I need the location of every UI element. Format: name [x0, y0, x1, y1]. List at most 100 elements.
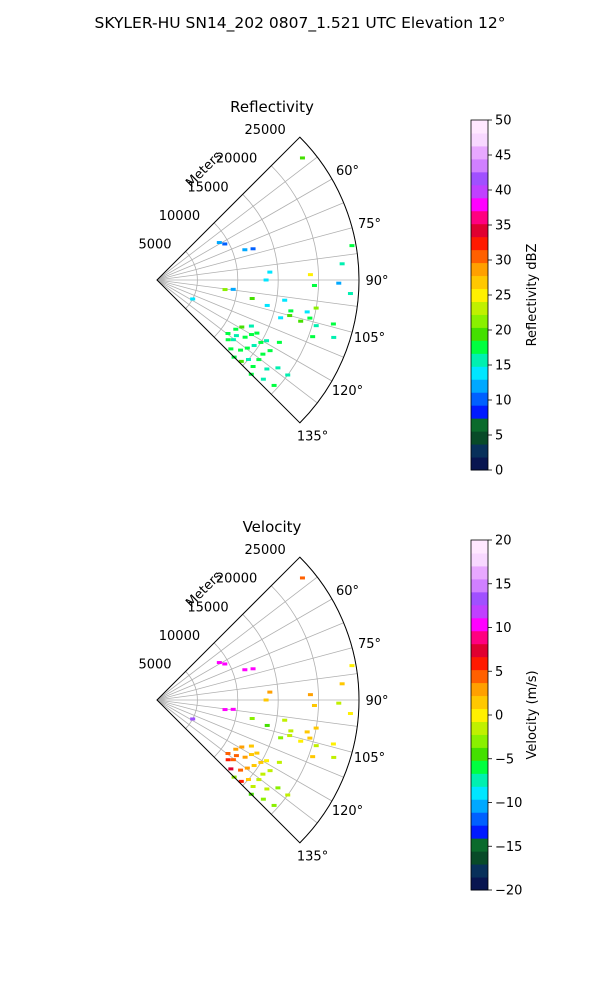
- data-point: [264, 339, 270, 343]
- data-point: [263, 698, 269, 702]
- data-point: [190, 297, 196, 301]
- angular-gridline: [156, 598, 333, 701]
- data-point: [228, 347, 234, 351]
- colorbar-tick-label: 35: [495, 219, 512, 234]
- reflectivity-panel: Reflectivity500010000150002000025000Mete…: [138, 98, 540, 479]
- theta-tick-label: 135°: [297, 430, 328, 445]
- data-point: [242, 668, 248, 672]
- data-point: [282, 298, 288, 302]
- radial-tick-label: 5000: [138, 237, 171, 252]
- data-point: [222, 708, 228, 712]
- data-point: [249, 297, 255, 301]
- data-point: [233, 747, 239, 751]
- data-point: [271, 803, 277, 807]
- data-point: [222, 288, 228, 292]
- colorbar-segment: [471, 405, 488, 419]
- data-point: [339, 262, 345, 266]
- data-point: [249, 717, 255, 721]
- colorbar-segment: [471, 630, 488, 645]
- data-point: [263, 278, 269, 282]
- data-point: [264, 723, 270, 727]
- radial-tick-label: 25000: [244, 123, 285, 138]
- data-point: [250, 785, 256, 789]
- theta-tick-label: 90°: [365, 274, 388, 289]
- data-point: [264, 759, 270, 763]
- colorbar-segment: [471, 708, 488, 722]
- colorbar-segment: [471, 392, 488, 406]
- theta-tick-label: 60°: [336, 584, 359, 599]
- angular-gridline: [156, 279, 318, 404]
- data-point: [258, 760, 264, 764]
- colorbar-segment: [471, 773, 488, 787]
- angular-gridline: [156, 576, 318, 701]
- data-point: [313, 744, 319, 748]
- data-point: [307, 693, 313, 697]
- colorbar-segment: [471, 734, 488, 748]
- colorbar-segment: [471, 669, 488, 684]
- colorbar-tick-label: −5: [495, 752, 514, 767]
- colorbar-segment: [471, 249, 488, 264]
- colorbar-tick-label: 15: [495, 359, 512, 374]
- colorbar-segment: [471, 120, 488, 134]
- chart-title: Reflectivity: [230, 98, 314, 116]
- data-point: [230, 338, 236, 342]
- data-point: [251, 344, 257, 348]
- colorbar-segment: [471, 431, 488, 445]
- data-point: [233, 327, 239, 331]
- data-point: [313, 726, 319, 730]
- data-point: [264, 787, 270, 791]
- data-point: [225, 338, 231, 342]
- colorbar-segment: [471, 210, 488, 225]
- angular-gridline: [156, 178, 333, 281]
- data-point: [278, 736, 284, 740]
- data-point: [230, 758, 236, 762]
- data-point: [310, 755, 316, 759]
- radial-tick-label: 25000: [244, 543, 285, 558]
- data-point: [311, 703, 317, 707]
- radial-tick-label: 10000: [159, 629, 200, 644]
- colorbar-tick-label: 50: [495, 114, 512, 129]
- data-point: [233, 754, 239, 758]
- data-point: [304, 730, 310, 734]
- data-point: [260, 772, 266, 776]
- polar-frame: [156, 556, 360, 844]
- angular-gridline: [156, 673, 358, 701]
- colorbar-segment: [471, 223, 488, 238]
- radial-tick-label: 20000: [216, 152, 257, 167]
- radial-tick-label: 10000: [159, 209, 200, 224]
- data-point: [250, 365, 256, 369]
- data-point: [250, 667, 256, 671]
- angular-gridline: [156, 202, 344, 281]
- colorbar-segment: [471, 851, 488, 865]
- theta-tick-label: 75°: [358, 217, 381, 232]
- data-point: [258, 340, 264, 344]
- data-point: [245, 778, 251, 782]
- data-point: [245, 358, 251, 362]
- colorbar: −20 −15 −10 −5 0 5 10 15 20 Velocity (m/s): [470, 534, 540, 899]
- data-point: [310, 335, 316, 339]
- data-point: [299, 156, 305, 160]
- colorbar-segment: [471, 184, 488, 199]
- data-point: [267, 769, 273, 773]
- colorbar-tick-label: −20: [495, 884, 522, 899]
- data-point: [347, 292, 353, 296]
- radial-tick-label: 20000: [216, 572, 257, 587]
- colorbar-segment: [471, 457, 488, 471]
- colorbar: 0 5 10 15 20 25 30 35 40 45 50 Reflectivity dBZ: [470, 114, 540, 479]
- theta-tick-label: 75°: [358, 637, 381, 652]
- data-point: [216, 241, 222, 245]
- angular-gridline: [156, 279, 344, 358]
- colorbar-tick-label: 15: [495, 577, 512, 592]
- data-point: [299, 576, 305, 580]
- data-point: [238, 359, 244, 363]
- colorbar-segment: [471, 721, 488, 735]
- data-point: [260, 352, 266, 356]
- data-point: [264, 367, 270, 371]
- colorbar-tick-label: −15: [495, 840, 522, 855]
- colorbar-segment: [471, 760, 488, 774]
- angular-gridline: [156, 699, 344, 778]
- colorbar-segment: [471, 314, 488, 328]
- angular-gridline: [156, 279, 358, 307]
- data-point: [250, 247, 256, 251]
- colorbar-segment: [471, 552, 488, 567]
